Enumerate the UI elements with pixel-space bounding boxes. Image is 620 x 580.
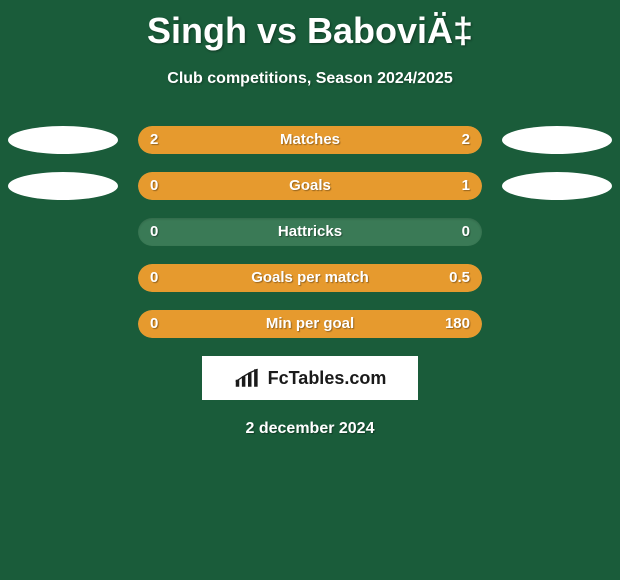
stat-label: Hattricks [138, 218, 482, 246]
player-ellipse-right [502, 172, 612, 200]
stat-value-right: 0 [462, 218, 470, 246]
stat-label: Min per goal [138, 310, 482, 338]
stat-bar: 0Min per goal180 [138, 310, 482, 338]
stat-value-right: 1 [462, 172, 470, 200]
stat-value-right: 0.5 [449, 264, 470, 292]
stats-container: 2Matches20Goals10Hattricks00Goals per ma… [0, 126, 620, 338]
stat-row: 0Goals per match0.5 [0, 264, 620, 292]
stat-value-right: 2 [462, 126, 470, 154]
page-title: Singh vs BaboviÄ‡ [0, 0, 620, 52]
stat-bar: 2Matches2 [138, 126, 482, 154]
stat-label: Matches [138, 126, 482, 154]
site-label: FcTables.com [268, 368, 387, 389]
date-line: 2 december 2024 [0, 420, 620, 438]
player-ellipse-left [8, 172, 118, 200]
stat-row: 0Goals1 [0, 172, 620, 200]
stat-bar: 0Goals per match0.5 [138, 264, 482, 292]
stat-bar: 0Hattricks0 [138, 218, 482, 246]
stat-row: 0Hattricks0 [0, 218, 620, 246]
site-badge[interactable]: FcTables.com [202, 356, 418, 400]
stat-label: Goals per match [138, 264, 482, 292]
stat-row: 2Matches2 [0, 126, 620, 154]
player-ellipse-right [502, 126, 612, 154]
stat-bar: 0Goals1 [138, 172, 482, 200]
stat-value-right: 180 [445, 310, 470, 338]
stat-label: Goals [138, 172, 482, 200]
player-ellipse-left [8, 126, 118, 154]
stat-row: 0Min per goal180 [0, 310, 620, 338]
chart-icon [234, 367, 262, 389]
subtitle: Club competitions, Season 2024/2025 [0, 70, 620, 88]
